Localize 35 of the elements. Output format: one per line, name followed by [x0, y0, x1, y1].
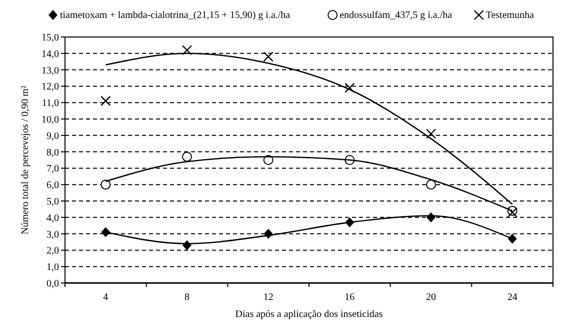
y-tick-label: 1,0	[46, 262, 59, 274]
x-tick-label: 16	[344, 292, 355, 303]
y-tick-label: 4,0	[46, 212, 59, 224]
x-axis-title: Dias após a aplicação dos inseticidas	[235, 309, 383, 320]
point	[344, 82, 355, 93]
x-tick-label: 4	[103, 292, 108, 303]
y-tick-label: 2,0	[46, 246, 59, 257]
point	[100, 96, 111, 106]
point	[426, 128, 436, 139]
point	[100, 180, 111, 190]
y-tick-label: 6,0	[46, 180, 59, 192]
y-tick-label: 9,0	[46, 130, 59, 142]
y-tick-label: 0,0	[46, 278, 59, 290]
point	[426, 180, 436, 190]
y-tick-label: 12,0	[42, 82, 59, 93]
x-tick-label: 24	[507, 292, 518, 303]
y-tick-label: 10,0	[42, 114, 59, 126]
y-tick-label: 11,0	[42, 98, 59, 110]
y-axis-title: Número total de percevejos / 0,90 m²	[20, 86, 31, 234]
y-tick-label: 5,0	[46, 196, 59, 208]
legend-label: endossulfam_437,5 g i.a./ha	[340, 10, 453, 21]
y-tick-label: 3,0	[46, 229, 59, 240]
point	[263, 52, 274, 62]
legend-label: tiametoxam + lambda-cialotrina_(21,15 + 15,90) g i.a./ha	[60, 10, 291, 21]
y-tick-label: 15,0	[42, 32, 59, 44]
point	[182, 152, 192, 162]
y-tick-label: 13,0	[42, 65, 59, 76]
x-tick-label: 12	[263, 292, 274, 303]
y-tick-label: 14,0	[42, 48, 59, 60]
point	[182, 45, 192, 56]
legend-label: Testemunha	[486, 10, 535, 21]
y-tick-label: 8,0	[46, 147, 59, 158]
x-tick-label: 8	[184, 292, 190, 303]
y-tick-label: 7,0	[46, 164, 59, 175]
x-tick-label: 20	[426, 292, 436, 303]
